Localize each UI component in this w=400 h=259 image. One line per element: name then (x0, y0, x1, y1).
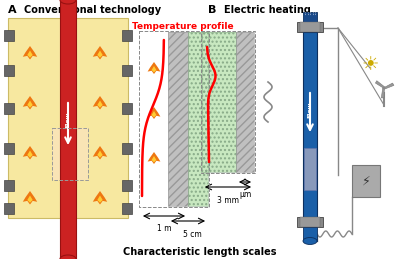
Polygon shape (152, 66, 156, 73)
Text: Conventional technology: Conventional technology (24, 5, 161, 15)
Bar (4, 143, 14, 154)
Polygon shape (384, 83, 394, 89)
Ellipse shape (60, 255, 76, 259)
Polygon shape (97, 51, 103, 58)
Polygon shape (381, 88, 384, 98)
Bar (52, 128, 88, 180)
Text: ⚡: ⚡ (362, 175, 370, 188)
Bar (122, 203, 132, 214)
Bar (188, 32, 208, 206)
Bar (303, 32, 317, 217)
Bar (168, 32, 188, 206)
Bar (8, 18, 128, 218)
Polygon shape (148, 62, 160, 74)
Bar (4, 180, 14, 191)
Bar (297, 217, 323, 227)
Bar (139, 31, 209, 207)
Bar (303, 12, 317, 22)
Bar (4, 30, 14, 41)
Bar (297, 22, 323, 32)
Polygon shape (93, 191, 107, 205)
Bar (202, 32, 254, 172)
Text: μm: μm (239, 190, 251, 199)
Polygon shape (27, 196, 33, 203)
Bar (140, 32, 208, 206)
Text: 3 mm: 3 mm (217, 196, 239, 205)
Polygon shape (93, 96, 107, 110)
Bar (168, 32, 188, 206)
Polygon shape (148, 152, 160, 164)
Circle shape (382, 87, 386, 89)
Polygon shape (23, 146, 37, 160)
Text: B: B (208, 5, 216, 15)
Polygon shape (148, 107, 160, 119)
Bar (4, 103, 14, 114)
Bar (304, 148, 316, 190)
Polygon shape (152, 111, 156, 117)
Text: Flow: Flow (66, 112, 70, 128)
Bar (122, 65, 132, 76)
Bar (303, 227, 317, 241)
Text: A: A (8, 5, 17, 15)
Bar (4, 203, 14, 214)
Bar (60, 0, 76, 259)
Text: 5 cm: 5 cm (183, 230, 201, 239)
Text: Electric heating: Electric heating (224, 5, 311, 15)
Bar (188, 32, 208, 206)
Polygon shape (152, 156, 156, 162)
Polygon shape (97, 150, 103, 158)
Polygon shape (97, 196, 103, 203)
Polygon shape (27, 150, 33, 158)
Bar (236, 32, 254, 172)
Bar (236, 32, 254, 172)
Polygon shape (27, 100, 33, 108)
Ellipse shape (60, 0, 76, 4)
Polygon shape (23, 191, 37, 205)
Polygon shape (97, 100, 103, 108)
Bar (202, 32, 236, 172)
Bar (202, 32, 236, 172)
Bar (122, 30, 132, 41)
Text: Flow: Flow (308, 102, 312, 118)
Bar (352, 165, 380, 197)
Bar (300, 22, 320, 32)
Polygon shape (93, 46, 107, 60)
Polygon shape (93, 146, 107, 160)
Text: Temperature profile: Temperature profile (132, 21, 234, 31)
Polygon shape (23, 46, 37, 60)
Polygon shape (27, 51, 33, 58)
Bar (300, 217, 320, 227)
Polygon shape (23, 96, 37, 110)
Bar (122, 143, 132, 154)
Bar (201, 31, 255, 173)
Text: 1 m: 1 m (157, 224, 171, 233)
Bar (122, 103, 132, 114)
Text: Characteristic length scales: Characteristic length scales (123, 247, 277, 257)
Bar (52, 128, 88, 180)
Bar (122, 180, 132, 191)
Ellipse shape (303, 238, 317, 244)
Text: ☀: ☀ (361, 55, 379, 75)
Bar (4, 65, 14, 76)
Polygon shape (376, 81, 385, 88)
